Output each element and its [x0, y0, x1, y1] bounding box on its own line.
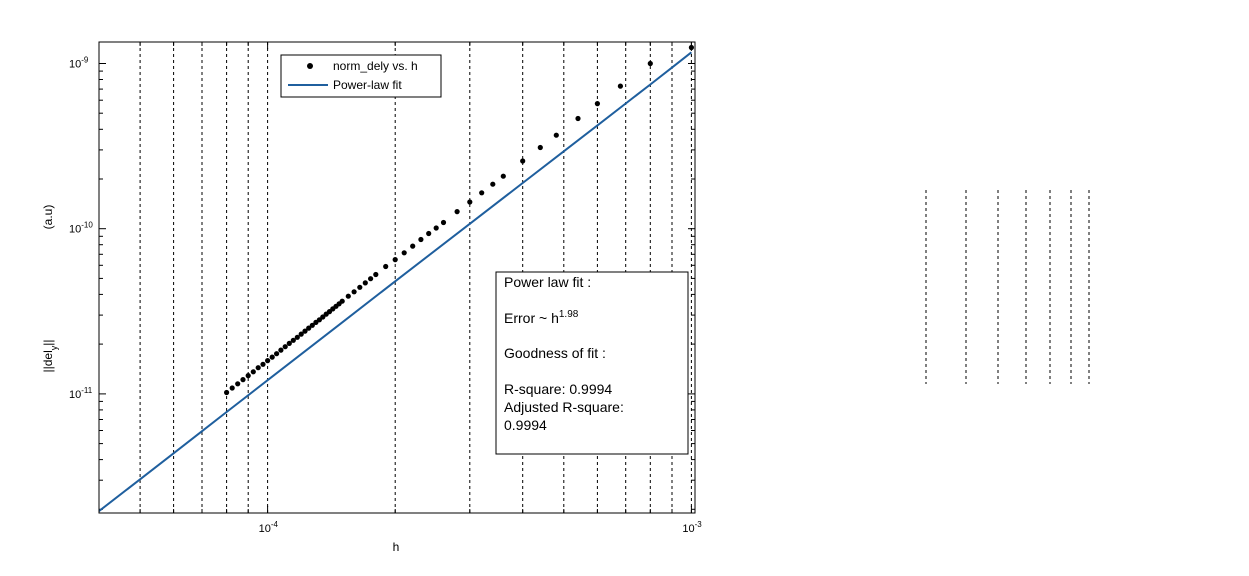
data-point [290, 337, 296, 343]
data-point [302, 328, 308, 334]
x-tick-label: 10-3 [682, 520, 702, 535]
y-tick-label: 10-11 [69, 386, 93, 401]
x-axis-title: h [393, 540, 400, 554]
data-point [440, 219, 447, 226]
x-tick-label: 10-4 [259, 520, 279, 535]
data-point [339, 298, 345, 304]
data-point [594, 101, 601, 107]
legend-label-fit: Power-law fit [333, 78, 402, 92]
y-tick-label: 10-9 [69, 56, 89, 71]
data-point [479, 190, 485, 196]
data-point [500, 173, 506, 179]
y-axis-unit: (a.u) [41, 205, 55, 230]
data-point [467, 199, 473, 205]
data-point [373, 271, 379, 278]
data-point [392, 257, 398, 263]
data-point [260, 361, 266, 367]
annotation-title: Power law fit : [504, 274, 591, 290]
data-points-series [224, 44, 695, 396]
data-point [401, 250, 407, 256]
data-point [410, 243, 416, 249]
data-point [433, 225, 439, 231]
data-point [309, 322, 315, 328]
plot-frame [98, 41, 696, 514]
data-point [306, 325, 312, 331]
data-point [418, 236, 424, 243]
legend-label-points: norm_dely vs. h [333, 59, 418, 73]
data-point [235, 381, 241, 387]
data-point [298, 331, 304, 337]
data-point [647, 60, 653, 67]
annotation-adj-rsquare-value: 0.9994 [504, 417, 547, 433]
data-point [229, 385, 235, 391]
x-tick-labels: 10-4 10-3 [259, 520, 703, 535]
data-point [245, 373, 251, 379]
svg-text:||dely||: ||dely|| [41, 340, 59, 373]
y-axis-title: ||dely|| [41, 340, 59, 373]
annotation-rsquare: R-square: 0.9994 [504, 381, 612, 397]
annotation-box [495, 271, 689, 455]
y-axis-title-subscript: y [49, 345, 59, 350]
fit-line [98, 51, 693, 512]
data-point [368, 276, 374, 282]
detached-dashed-lines [925, 190, 1090, 384]
data-point [282, 344, 288, 350]
data-point [537, 144, 543, 151]
data-point [617, 83, 624, 89]
data-point [286, 340, 292, 346]
data-point [362, 280, 368, 286]
legend-marker-points [307, 63, 313, 69]
data-point [269, 354, 275, 360]
fit-series [98, 51, 693, 512]
data-point [454, 209, 460, 215]
y-tick-label: 10-10 [69, 221, 93, 236]
y-tick-labels: 10-11 10-10 10-9 [69, 56, 93, 401]
data-point [357, 284, 363, 290]
data-point [250, 369, 256, 375]
data-point [383, 263, 389, 270]
fit-annotation: Power law fit : Error ~ h1.98 Goodness o… [495, 271, 689, 455]
annotation-goodness: Goodness of fit : [504, 345, 606, 361]
data-point [688, 44, 695, 51]
data-point [255, 365, 261, 371]
data-point [345, 293, 351, 299]
data-point [520, 158, 526, 164]
data-point [265, 358, 271, 364]
data-point [240, 377, 246, 383]
data-point [294, 334, 300, 340]
data-point [278, 347, 284, 353]
data-point [575, 115, 581, 122]
data-point [490, 181, 496, 187]
annotation-adj-rsquare-label: Adjusted R-square: [504, 399, 624, 415]
legend-box [280, 54, 442, 98]
data-point [351, 289, 357, 295]
data-point [553, 132, 559, 138]
data-point [274, 351, 280, 357]
data-point [320, 314, 326, 320]
data-point [224, 389, 230, 396]
data-point [426, 230, 432, 237]
legend: norm_dely vs. h Power-law fit [280, 54, 442, 98]
annotation-error: Error ~ h1.98 [504, 309, 579, 326]
